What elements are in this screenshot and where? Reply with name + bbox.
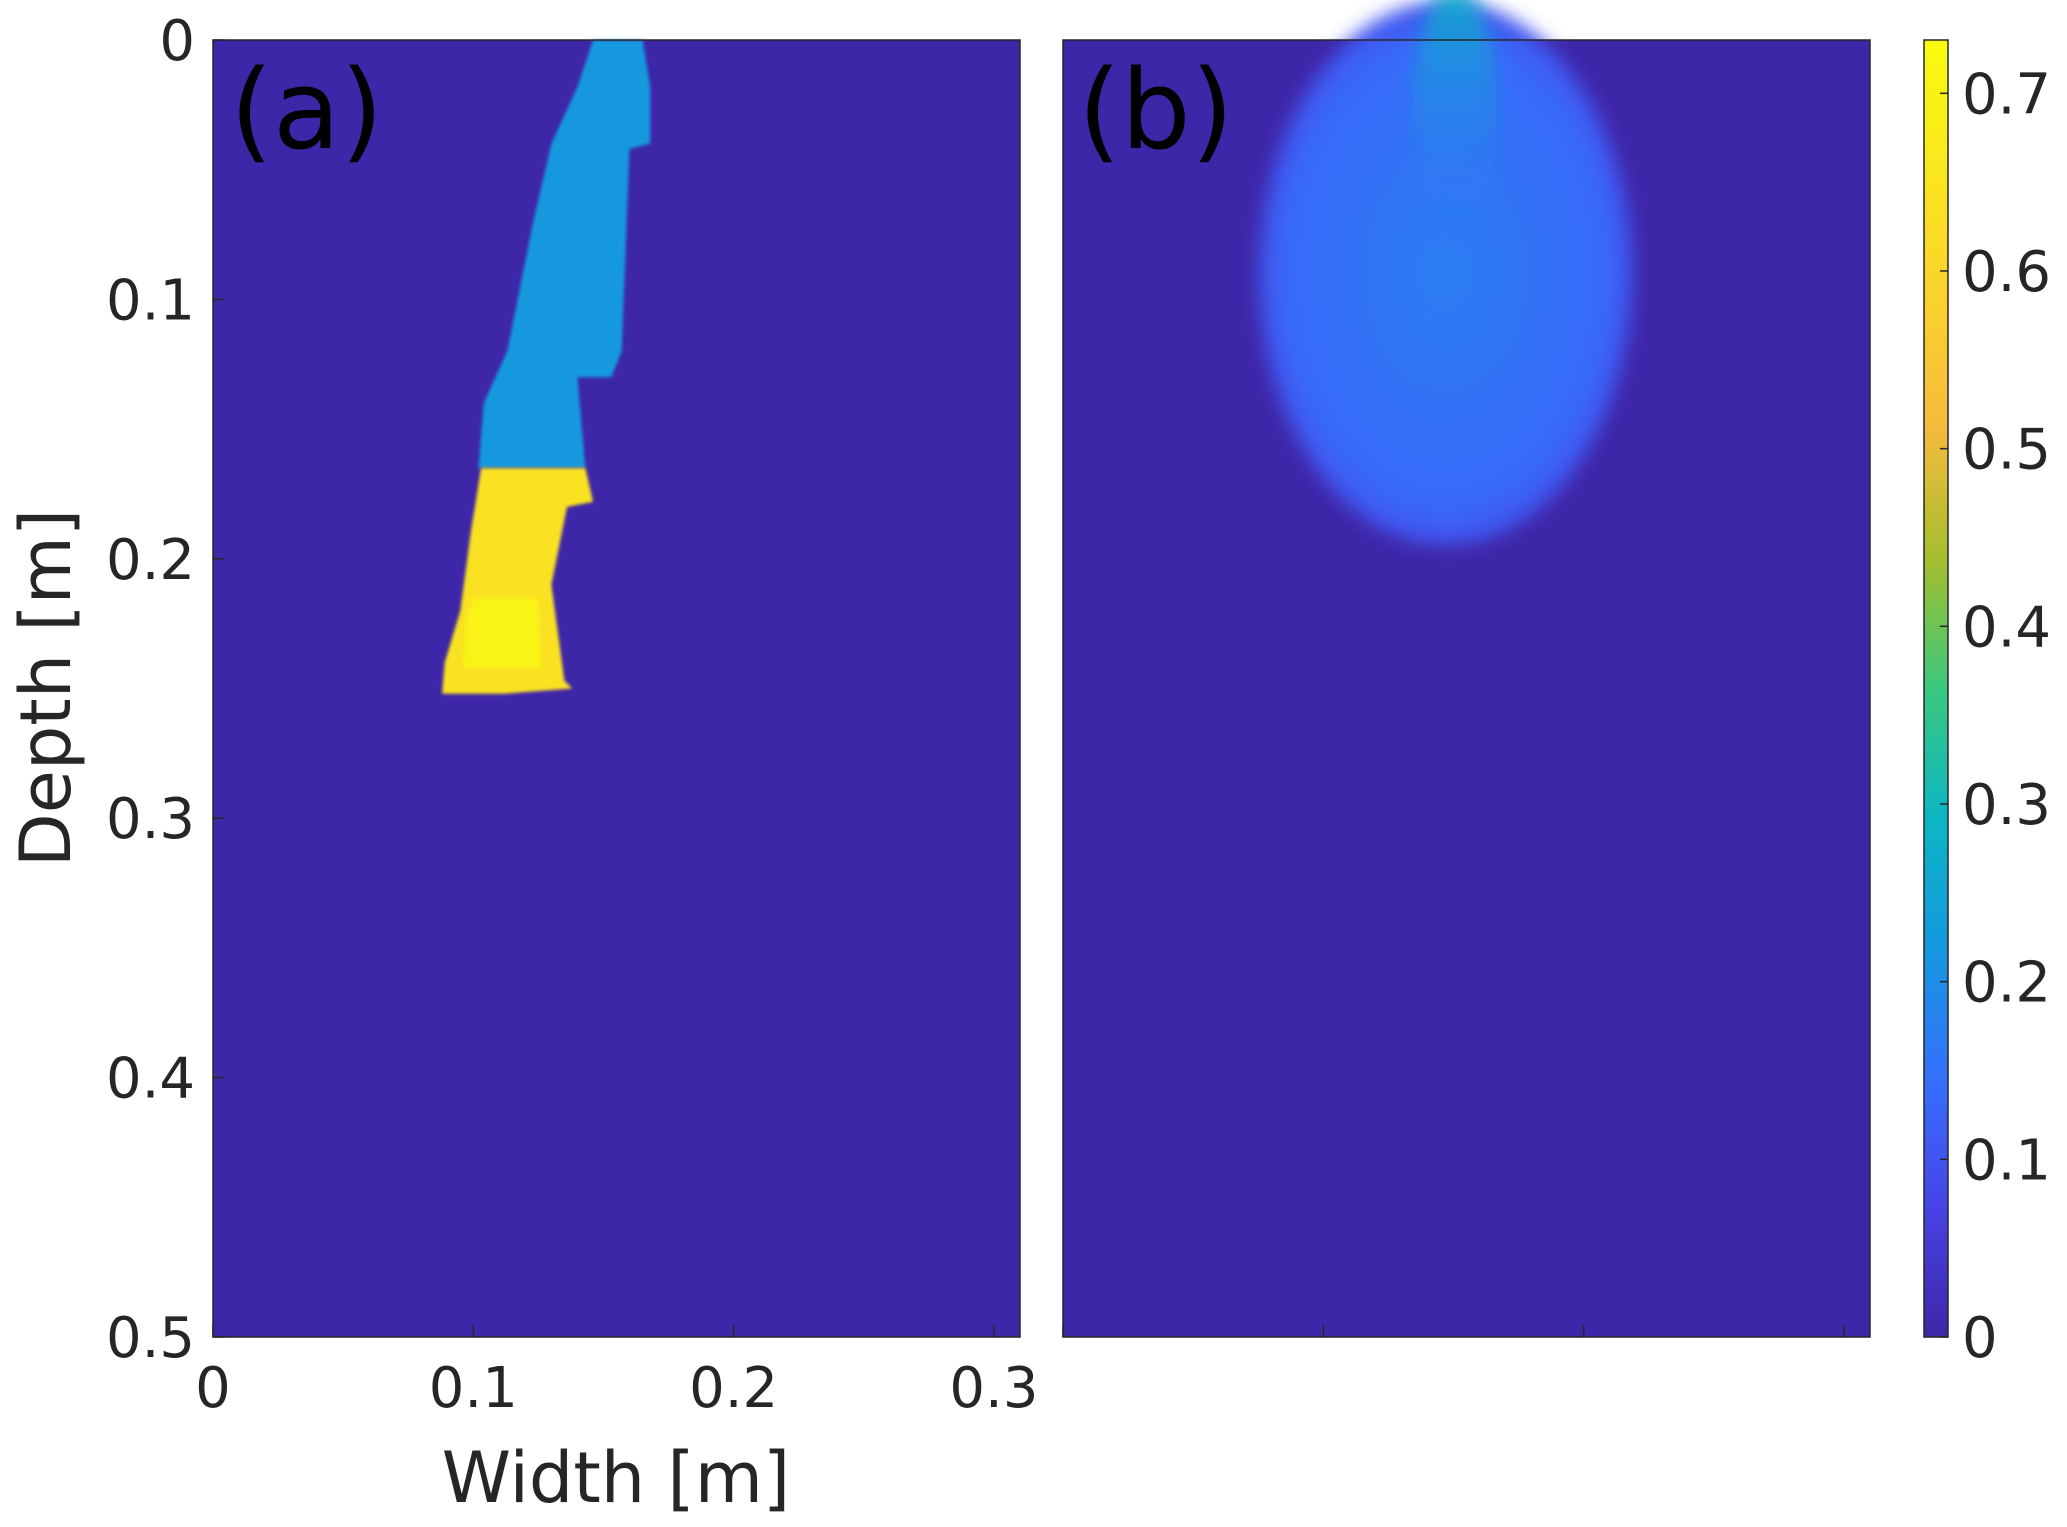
colorbar-bar — [1923, 39, 1949, 1338]
region-smooth-plume-top — [1413, 0, 1497, 231]
colorbar: 0 0.1 0.2 0.3 0.4 0.5 0.6 0.7 — [1923, 39, 2051, 1371]
panel-b: (b) — [1062, 0, 1871, 1338]
panel-b-label: (b) — [1078, 46, 1234, 174]
panel-a-y-ticks: 0 0.1 0.2 0.3 0.4 0.5 — [106, 9, 225, 1371]
colorbar-tick-label: 0 — [1962, 1306, 1998, 1371]
region-upper-plume — [478, 40, 651, 468]
panel-b-x-ticks — [1062, 1325, 1845, 1337]
y-tick-label: 0.5 — [106, 1306, 195, 1371]
colorbar-tick-label: 0.4 — [1962, 595, 2051, 660]
x-axis-label: Width [m] — [442, 1437, 790, 1519]
colorbar-tick-label: 0.5 — [1962, 418, 2051, 483]
panel-a-label: (a) — [230, 46, 383, 174]
x-tick-label: 0 — [195, 1356, 231, 1421]
panel-a-x-ticks: 0 0.1 0.2 0.3 — [195, 1325, 1038, 1421]
y-tick-label: 0.2 — [106, 528, 195, 593]
y-tick-label: 0.1 — [106, 268, 195, 333]
region-smooth-plume — [1258, 1, 1634, 546]
region-core-highlight — [462, 597, 541, 668]
colorbar-tick-label: 0.3 — [1962, 773, 2051, 838]
x-tick-label: 0.3 — [949, 1356, 1038, 1421]
y-tick-label: 0.3 — [106, 787, 195, 852]
colorbar-tick-label: 0.6 — [1962, 240, 2051, 305]
colorbar-tick-label: 0.7 — [1962, 62, 2051, 127]
panel-a-field — [212, 39, 1021, 1338]
y-tick-label: 0.4 — [106, 1047, 195, 1112]
panel-frame — [212, 39, 1021, 1338]
x-tick-label: 0.1 — [429, 1356, 518, 1421]
panel-a: 0 0.1 0.2 0.3 0 0.1 0.2 0.3 0.4 0.5 (a) Width [m… — [5, 9, 1038, 1519]
panel-frame — [1062, 39, 1871, 1338]
y-tick-label: 0 — [159, 9, 195, 74]
colorbar-ticks: 0 0.1 0.2 0.3 0.4 0.5 0.6 0.7 — [1940, 62, 2051, 1371]
colorbar-tick-label: 0.1 — [1962, 1128, 2051, 1193]
panel-b-field — [1062, 0, 1871, 1338]
colorbar-tick-label: 0.2 — [1962, 951, 2051, 1016]
y-axis-label: Depth [m] — [5, 509, 87, 867]
x-tick-label: 0.2 — [689, 1356, 778, 1421]
